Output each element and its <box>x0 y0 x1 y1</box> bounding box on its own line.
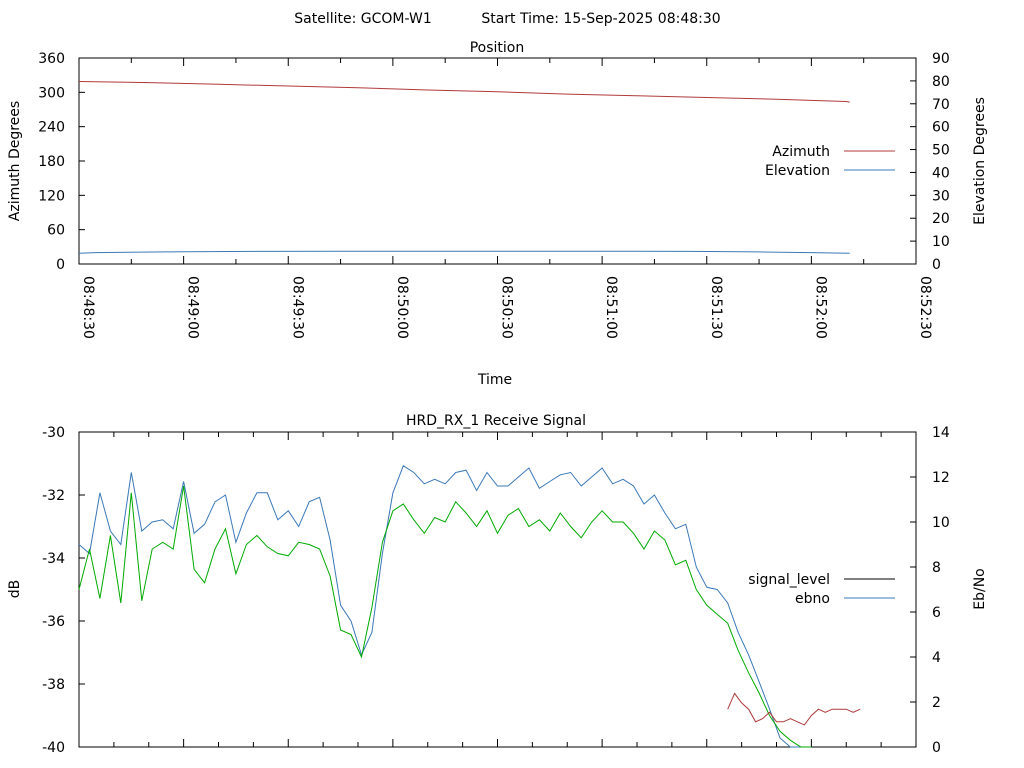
signal-green-line <box>78 485 812 748</box>
time-tick-label: 08:49:30 <box>289 276 305 339</box>
azimuth-axis-tick-label: 0 <box>56 257 65 273</box>
azimuth-axis-tick-label: 240 <box>38 120 65 136</box>
position-y-axis-label: Azimuth Degrees <box>7 101 23 221</box>
satellite-label: Satellite: GCOM-W1 <box>294 11 431 27</box>
position-y2-axis-label: Elevation Degrees <box>972 97 988 225</box>
azimuth-line <box>78 81 850 103</box>
signal-y-axis-label: dB <box>7 580 23 599</box>
azimuth-axis-tick-label: 360 <box>38 51 65 67</box>
legend-label-elevation: Elevation <box>765 163 830 179</box>
elevation-axis-tick-label: 70 <box>932 97 950 113</box>
signal-y2-axis-label: Eb/No <box>972 568 988 610</box>
ebno-axis-tick-label: 2 <box>932 695 941 711</box>
ebno-axis-tick-label: 4 <box>932 650 941 666</box>
ebno-axis-tick-label: 8 <box>932 560 941 576</box>
position-x-axis-label: Time <box>477 372 512 388</box>
db-axis-tick-label: -30 <box>42 425 65 441</box>
ebno-axis-tick-label: 0 <box>932 740 941 756</box>
elevation-axis-tick-label: 40 <box>932 165 950 181</box>
position-chart: Position Azimuth Degrees Elevation Degre… <box>7 40 988 388</box>
elevation-axis-tick-label: 30 <box>932 188 950 204</box>
db-axis-tick-label: -34 <box>42 551 65 567</box>
ebno-axis-tick-label: 6 <box>932 605 941 621</box>
db-axis-tick-label: -38 <box>42 677 65 693</box>
start-time-label: Start Time: 15-Sep-2025 08:48:30 <box>481 11 720 27</box>
elevation-axis-tick-label: 0 <box>932 257 941 273</box>
elevation-line <box>78 250 850 254</box>
time-tick-label: 08:50:30 <box>499 276 515 339</box>
position-plot-frame <box>78 57 917 265</box>
receive-signal-chart-title: HRD_RX_1 Receive Signal <box>406 413 586 429</box>
ebno-line <box>78 465 812 748</box>
legend-label-signal-level: signal_level <box>748 572 830 588</box>
azimuth-axis-tick-label: 60 <box>47 223 65 239</box>
receive-signal-chart: HRD_RX_1 Receive Signal dB Eb/No -40 -38 -… <box>7 413 988 756</box>
db-axis-tick-label: -40 <box>42 740 65 756</box>
ebno-axis-tick-label: 14 <box>932 425 950 441</box>
legend-label-ebno: ebno <box>795 591 830 607</box>
legend-label-azimuth: Azimuth <box>772 144 830 160</box>
time-tick-label: 08:51:30 <box>708 276 724 339</box>
time-tick-label: 08:52:00 <box>812 276 828 339</box>
elevation-axis-tick-label: 10 <box>932 234 950 250</box>
signal-level-red-line <box>727 692 861 726</box>
azimuth-axis-tick-label: 120 <box>38 188 65 204</box>
azimuth-axis-tick-label: 180 <box>38 154 65 170</box>
elevation-axis-tick-label: 50 <box>932 143 950 159</box>
time-tick-label: 08:50:00 <box>394 276 410 339</box>
ebno-axis-tick-label: 10 <box>932 515 950 531</box>
ebno-axis-tick-label: 12 <box>932 470 950 486</box>
azimuth-axis-tick-label: 300 <box>38 85 65 101</box>
elevation-axis-tick-label: 20 <box>932 211 950 227</box>
time-tick-label: 08:52:30 <box>917 276 933 339</box>
time-tick-label: 08:49:00 <box>185 276 201 339</box>
elevation-axis-tick-label: 80 <box>932 74 950 90</box>
elevation-axis-tick-label: 90 <box>932 51 950 67</box>
db-axis-tick-label: -36 <box>42 614 65 630</box>
position-chart-title: Position <box>470 40 525 56</box>
time-tick-label: 08:51:00 <box>603 276 619 339</box>
signal-plot-frame <box>78 431 917 748</box>
elevation-axis-tick-label: 60 <box>932 120 950 136</box>
db-axis-tick-label: -32 <box>42 488 65 504</box>
time-tick-label: 08:48:30 <box>80 276 96 339</box>
